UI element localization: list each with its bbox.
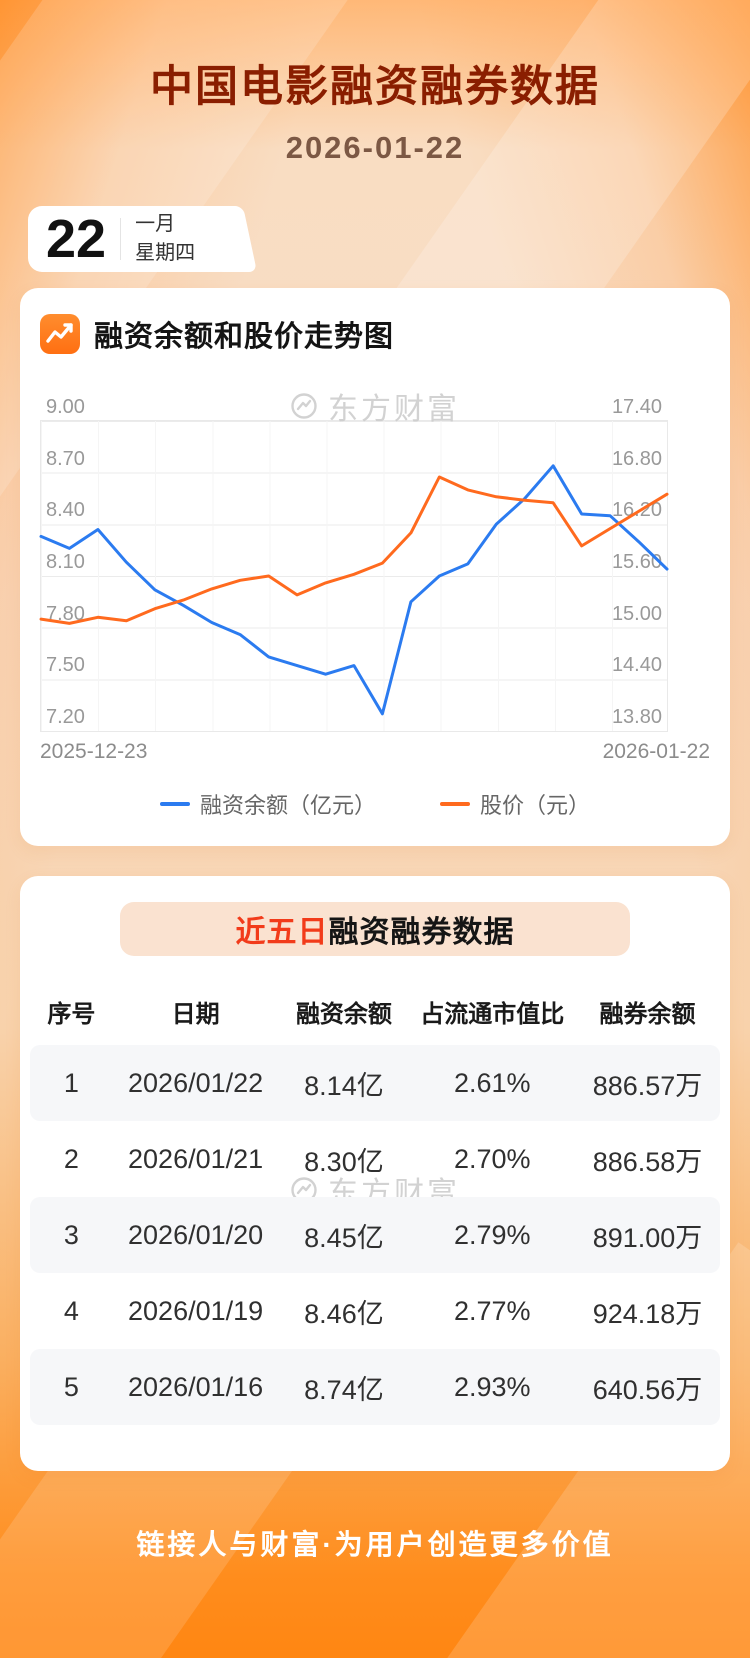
table-card: 近五日 融资融券数据 东方财富 序号 日期 融资余额 占流通市值比 融券余额 1… xyxy=(20,876,730,1471)
left-axis-tick: 7.50 xyxy=(46,654,85,676)
legend-swatch-blue xyxy=(159,802,190,806)
table-row: 2 2026/01/21 8.30亿 2.70% 886.58万 xyxy=(30,1121,720,1197)
page-date: 2026-01-22 xyxy=(285,130,465,165)
cell-margin: 8.45亿 xyxy=(304,1222,384,1253)
cell-short: 886.58万 xyxy=(592,1146,703,1177)
cell-margin: 8.46亿 xyxy=(304,1298,384,1329)
table-row: 3 2026/01/20 8.45亿 2.79% 891.00万 xyxy=(30,1197,720,1273)
cell-short: 886.57万 xyxy=(592,1070,703,1101)
cell-date: 2026/01/22 xyxy=(128,1067,264,1098)
cell-ratio: 2.93% xyxy=(454,1371,531,1402)
left-axis-tick: 7.80 xyxy=(46,603,85,625)
left-axis-tick: 8.10 xyxy=(46,551,85,573)
right-axis-tick: 17.40 xyxy=(611,396,662,418)
cell-margin: 8.30亿 xyxy=(304,1146,384,1177)
chart-heading: 融资余额和股价走势图 xyxy=(94,321,395,353)
legend-item-margin-balance: 融资余额（亿元） xyxy=(159,788,376,820)
cell-seq: 5 xyxy=(63,1371,79,1402)
cell-ratio: 2.79% xyxy=(454,1219,531,1250)
margin-balance-line xyxy=(39,464,669,716)
footer-slogan: 链接人与财富·为用户创造更多价值 xyxy=(136,1529,614,1560)
calendar-day: 22 xyxy=(46,209,107,269)
right-axis-tick: 14.40 xyxy=(611,654,662,676)
left-axis-tick: 8.70 xyxy=(46,448,85,470)
cell-seq: 4 xyxy=(63,1295,79,1326)
left-axis-tick: 7.20 xyxy=(46,706,85,728)
legend-label: 股价（元） xyxy=(480,793,591,818)
right-axis-tick: 13.80 xyxy=(611,706,662,728)
trend-chart-icon xyxy=(40,314,80,354)
table-heading-rest: 融资融券数据 xyxy=(328,916,515,949)
cell-ratio: 2.61% xyxy=(454,1067,531,1098)
legend-swatch-orange xyxy=(440,802,470,806)
table-row: 1 2026/01/22 8.14亿 2.61% 886.57万 xyxy=(30,1045,720,1121)
col-header-date: 日期 xyxy=(171,1001,220,1028)
cell-short: 924.18万 xyxy=(592,1298,703,1329)
x-axis-start-label: 2025-12-23 xyxy=(40,740,148,763)
table-row: 4 2026/01/19 8.46亿 2.77% 924.18万 xyxy=(30,1273,720,1349)
cell-seq: 2 xyxy=(63,1143,79,1174)
legend-item-stock-price: 股价（元） xyxy=(440,788,590,820)
footer: 链接人与财富·为用户创造更多价值 xyxy=(0,1523,750,1563)
col-header-margin: 融资余额 xyxy=(295,1001,392,1028)
right-axis-tick: 16.80 xyxy=(611,448,662,470)
calendar-weekday: 星期四 xyxy=(135,242,196,264)
cell-date: 2026/01/20 xyxy=(128,1219,264,1250)
right-axis-tick: 15.60 xyxy=(611,551,662,573)
cell-date: 2026/01/19 xyxy=(128,1295,264,1326)
right-axis-tick: 15.00 xyxy=(611,603,662,625)
chart-card-header: 融资余额和股价走势图 xyxy=(40,314,710,354)
calendar-month: 一月 xyxy=(135,213,176,235)
cell-ratio: 2.70% xyxy=(454,1143,531,1174)
left-axis-tick: 9.00 xyxy=(46,396,85,418)
table-row: 5 2026/01/16 8.74亿 2.93% 640.56万 xyxy=(30,1349,720,1425)
chart-legend: 融资余额（亿元） 股价（元） xyxy=(40,788,710,820)
col-header-seq: 序号 xyxy=(47,1001,96,1028)
x-axis-end-label: 2026-01-22 xyxy=(602,740,710,763)
page-title: 中国电影融资融券数据 xyxy=(150,63,600,111)
eastmoney-logo-icon xyxy=(291,393,317,419)
cell-seq: 1 xyxy=(63,1067,79,1098)
col-header-ratio: 占流通市值比 xyxy=(420,1001,565,1028)
table-heading-badge: 近五日 融资融券数据 xyxy=(120,902,630,956)
cell-margin: 8.74亿 xyxy=(304,1374,384,1405)
calendar-card: 22 一月 星期四 xyxy=(28,206,234,272)
chart-card: 融资余额和股价走势图 东方财富 9.00 8.70 8.40 8.10 7.80… xyxy=(20,288,730,846)
x-axis-labels: 2025-12-23 2026-01-22 xyxy=(40,740,710,764)
cell-short: 891.00万 xyxy=(592,1222,703,1253)
calendar-divider xyxy=(120,218,122,260)
table-header-row: 序号 日期 融资余额 占流通市值比 融券余额 xyxy=(30,972,720,1045)
cell-margin: 8.14亿 xyxy=(304,1070,384,1101)
cell-short: 640.56万 xyxy=(592,1374,703,1405)
cell-ratio: 2.77% xyxy=(454,1295,531,1326)
stock-price-line xyxy=(39,475,669,625)
table-heading-highlight: 近五日 xyxy=(235,916,329,949)
left-axis-tick: 8.40 xyxy=(46,499,85,521)
cell-date: 2026/01/16 xyxy=(128,1371,264,1402)
cell-date: 2026/01/21 xyxy=(128,1143,264,1174)
header: 中国电影融资融券数据 2026-01-22 xyxy=(0,0,750,166)
cell-seq: 3 xyxy=(63,1219,79,1250)
col-header-short: 融券余额 xyxy=(599,1001,696,1028)
data-table: 序号 日期 融资余额 占流通市值比 融券余额 1 2026/01/22 8.14… xyxy=(30,972,720,1425)
legend-label: 融资余额（亿元） xyxy=(199,793,376,818)
line-chart: 9.00 8.70 8.40 8.10 7.80 7.50 7.20 17.40… xyxy=(39,396,669,732)
